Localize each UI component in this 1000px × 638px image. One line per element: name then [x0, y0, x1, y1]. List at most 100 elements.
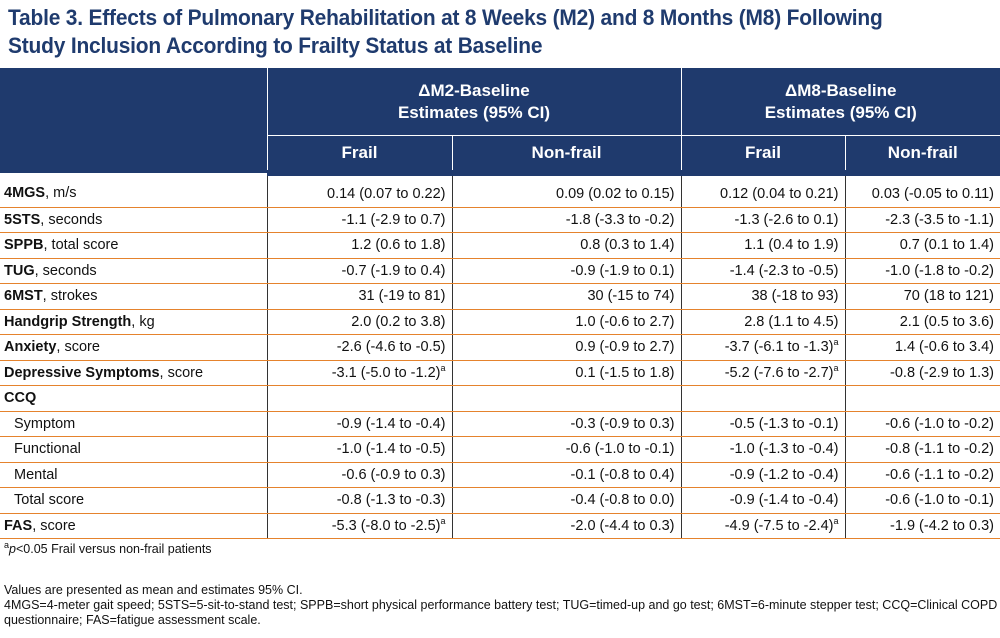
table-row: FAS, score -5.3 (-8.0 to -2.5)a -2.0 (-4.4… — [0, 513, 1000, 539]
value-text: -0.9 (-1.4 to -0.4) — [729, 492, 839, 509]
value-cell — [451, 385, 681, 412]
value-text: -1.0 (-1.4 to -0.5) — [336, 441, 446, 458]
row-label: Symptom — [0, 411, 267, 437]
value-text: -0.6 (-1.0 to -0.1) — [885, 492, 994, 509]
row-sublabel: Total score — [14, 492, 85, 509]
value-text: -4.9 (-7.5 to -2.4) — [724, 517, 834, 534]
value-cell: -4.9 (-7.5 to -2.4)a — [680, 513, 845, 539]
row-label-unit: , strokes — [42, 288, 98, 305]
value-text: -0.4 (-0.8 to 0.0) — [570, 492, 675, 509]
significance-marker: a — [440, 362, 446, 373]
value-cell: -0.6 (-1.0 to -0.1) — [844, 487, 1000, 514]
value-cell: 0.09 (0.02 to 0.15) — [451, 173, 681, 208]
value-text: -5.2 (-7.6 to -2.7) — [724, 364, 834, 381]
row-label-unit: , kg — [131, 313, 155, 330]
header-blank-cell — [0, 68, 267, 173]
value-text: -1.8 (-3.3 to -0.2) — [565, 211, 675, 228]
value-text: -1.0 (-1.8 to -0.2) — [885, 262, 994, 279]
results-table: ΔM2-Baseline Estimates (95% CI) ΔM8-Base… — [0, 68, 1000, 539]
header-group-m8-line1: ΔM8-Baseline — [785, 80, 897, 100]
value-cell: -0.1 (-0.8 to 0.4) — [451, 462, 681, 488]
value-text: 1.4 (-0.6 to 3.4) — [894, 339, 994, 356]
value-cell: -1.0 (-1.3 to -0.4) — [680, 436, 845, 463]
header-group-m2-line1: ΔM2-Baseline — [418, 80, 530, 100]
value-text: -5.3 (-8.0 to -2.5) — [331, 517, 441, 534]
footnote-sup: a — [4, 539, 10, 550]
table-row: Handgrip Strength, kg 2.0 (0.2 to 3.8) 1.0… — [0, 309, 1000, 335]
value-cell: 1.1 (0.4 to 1.9) — [680, 232, 845, 259]
value-cell: -2.3 (-3.5 to -1.1) — [844, 207, 1000, 233]
row-label-unit: , score — [56, 339, 100, 356]
notes-line-2: 4MGS=4-meter gait speed; 5STS=5-sit-to-s… — [4, 598, 998, 612]
footnote-text: <0.05 Frail versus non-frail patients — [15, 542, 212, 556]
row-label-bold: Anxiety — [4, 339, 57, 356]
value-text: 1.0 (-0.6 to 2.7) — [575, 313, 675, 330]
value-cell: -0.9 (-1.4 to -0.4) — [266, 411, 452, 437]
value-cell: 0.12 (0.04 to 0.21) — [680, 173, 845, 208]
table-row: TUG, seconds -0.7 (-1.9 to 0.4) -0.9 (-1.9… — [0, 258, 1000, 284]
row-label-unit: , score — [159, 364, 204, 381]
value-text: 0.14 (0.07 to 0.22) — [327, 186, 446, 203]
table-row: Depressive Symptoms, score -3.1 (-5.0 to … — [0, 360, 1000, 386]
value-cell: -0.5 (-1.3 to -0.1) — [680, 411, 845, 437]
row-label-unit: , seconds — [34, 262, 97, 279]
row-label-unit: , score — [32, 517, 76, 534]
value-cell: -0.4 (-0.8 to 0.0) — [451, 487, 681, 514]
value-text: -0.8 (-2.9 to 1.3) — [890, 364, 994, 381]
row-label-unit: , seconds — [40, 211, 103, 228]
value-text: 0.9 (-0.9 to 2.7) — [575, 339, 675, 356]
value-cell: -0.8 (-1.1 to -0.2) — [844, 436, 1000, 463]
value-cell: -5.3 (-8.0 to -2.5)a — [266, 513, 452, 539]
value-cell — [680, 385, 845, 412]
table-row: 4MGS, m/s 0.14 (0.07 to 0.22) 0.09 (0.02 t… — [0, 173, 1000, 208]
value-text: -0.3 (-0.9 to 0.3) — [570, 415, 675, 432]
table-row: Symptom -0.9 (-1.4 to -0.4) -0.3 (-0.9 to … — [0, 411, 1000, 437]
row-label: Handgrip Strength, kg — [0, 309, 267, 335]
value-text: 0.8 (0.3 to 1.4) — [580, 237, 675, 254]
value-text: -1.9 (-4.2 to 0.3) — [890, 517, 994, 534]
value-text: 31 (-19 to 81) — [358, 288, 446, 305]
value-text: 2.0 (0.2 to 3.8) — [351, 313, 446, 330]
value-text: 2.8 (1.1 to 4.5) — [744, 313, 839, 330]
value-text: -0.9 (-1.2 to -0.4) — [729, 466, 839, 483]
value-text: -3.1 (-5.0 to -1.2) — [331, 364, 441, 381]
header-m2-nonfrail: Non-frail — [451, 135, 681, 176]
abbreviation-notes: Values are presented as mean and estimat… — [4, 583, 997, 628]
value-cell: 38 (-18 to 93) — [680, 283, 845, 310]
value-cell: 2.1 (0.5 to 3.6) — [844, 309, 1000, 335]
value-cell: 2.0 (0.2 to 3.8) — [266, 309, 452, 335]
row-label: FAS, score — [0, 513, 267, 539]
value-text: -2.3 (-3.5 to -1.1) — [885, 211, 994, 228]
value-cell: -1.1 (-2.9 to 0.7) — [266, 207, 452, 233]
value-cell: 70 (18 to 121) — [844, 283, 1000, 310]
value-cell: -0.9 (-1.2 to -0.4) — [680, 462, 845, 488]
value-cell: 0.14 (0.07 to 0.22) — [266, 173, 452, 208]
row-label-bold: Handgrip Strength — [4, 313, 132, 330]
value-text: 1.2 (0.6 to 1.8) — [351, 237, 446, 254]
value-cell: 31 (-19 to 81) — [266, 283, 452, 310]
value-cell: -3.7 (-6.1 to -1.3)a — [680, 334, 845, 361]
value-cell: 0.1 (-1.5 to 1.8) — [451, 360, 681, 386]
value-text: 0.03 (-0.05 to 0.11) — [871, 186, 994, 203]
header-group-m8-line2: Estimates (95% CI) — [764, 102, 917, 122]
significance-marker: a — [833, 362, 839, 373]
row-label: Depressive Symptoms, score — [0, 360, 267, 386]
value-text: -0.6 (-1.1 to -0.2) — [885, 466, 994, 483]
value-text: 2.1 (0.5 to 3.6) — [899, 313, 994, 330]
row-sublabel: Mental — [14, 466, 58, 483]
header-m2-frail: Frail — [266, 135, 452, 176]
value-text: 0.12 (0.04 to 0.21) — [720, 186, 839, 203]
row-label: 5STS, seconds — [0, 207, 267, 233]
value-cell: 1.4 (-0.6 to 3.4) — [844, 334, 1000, 361]
value-text: -0.8 (-1.1 to -0.2) — [885, 441, 994, 458]
value-cell: -3.1 (-5.0 to -1.2)a — [266, 360, 452, 386]
header-group-m2: ΔM2-Baseline Estimates (95% CI) — [266, 68, 681, 136]
value-cell: -2.0 (-4.4 to 0.3) — [451, 513, 681, 539]
value-text: 38 (-18 to 93) — [751, 288, 839, 305]
value-text: -2.6 (-4.6 to -0.5) — [336, 339, 446, 356]
value-cell: -2.6 (-4.6 to -0.5) — [266, 334, 452, 361]
value-cell: -0.6 (-0.9 to 0.3) — [266, 462, 452, 488]
row-label-unit: , m/s — [45, 184, 77, 201]
table-title: Table 3. Effects of Pulmonary Rehabilita… — [8, 4, 924, 60]
value-text: -3.7 (-6.1 to -1.3) — [724, 339, 834, 356]
